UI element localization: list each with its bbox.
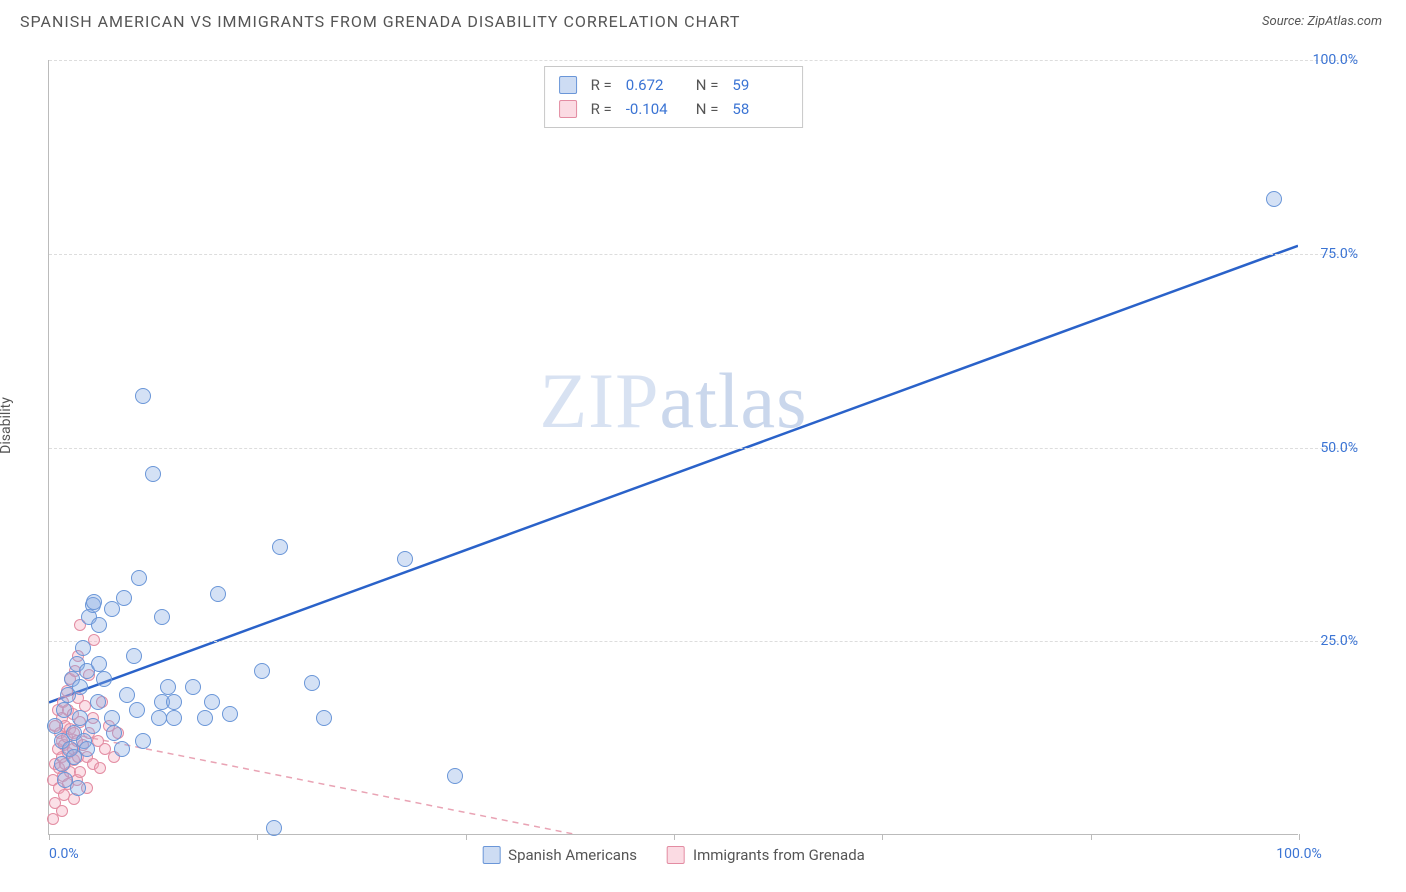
scatter-point [222,706,238,722]
scatter-point [397,551,413,567]
scatter-point [145,466,161,482]
scatter-point [1266,191,1282,207]
scatter-point [106,725,122,741]
x-tick-mark [1299,834,1300,840]
scatter-point [72,679,88,695]
scatter-point [166,694,182,710]
scatter-point [70,780,86,796]
y-tick-label: 50.0% [1320,440,1358,456]
gridline [49,448,1358,449]
source-credit: Source: ZipAtlas.com [1262,14,1382,29]
x-tick-mark [466,834,467,840]
x-tick-mark [1091,834,1092,840]
swatch-b-icon [667,846,685,864]
swatch-series-a-icon [559,76,577,94]
r-value-a: 0.672 [626,73,682,97]
scatter-point [119,687,135,703]
y-tick-label: 100.0% [1313,52,1358,68]
y-tick-label: 75.0% [1320,246,1358,262]
scatter-point [116,590,132,606]
scatter-point [131,570,147,586]
series-legend: Spanish Americans Immigrants from Grenad… [482,846,865,864]
legend-label-b: Immigrants from Grenada [693,846,865,864]
watermark-text: ZIPatlas [540,356,808,446]
n-value-a: 59 [732,73,788,97]
x-max-tick-label: 100.0% [1276,846,1321,862]
legend-item-b: Immigrants from Grenada [667,846,865,864]
chart-container: Disability ZIPatlas R = 0.672 N = 59 R =… [20,50,1390,870]
scatter-point [91,656,107,672]
scatter-point [104,710,120,726]
scatter-point [96,671,112,687]
scatter-point [75,640,91,656]
corr-row-series-a: R = 0.672 N = 59 [559,73,789,97]
scatter-point [47,718,63,734]
scatter-point [185,679,201,695]
scatter-point [56,702,72,718]
scatter-point [160,679,176,695]
gridline [49,641,1358,642]
r-value-b: -0.104 [626,97,682,121]
scatter-plot-area: ZIPatlas R = 0.672 N = 59 R = -0.104 N =… [48,60,1298,835]
scatter-point [135,388,151,404]
y-axis-label: Disability [0,397,14,454]
scatter-point [91,617,107,633]
swatch-series-b-icon [559,100,577,118]
x-tick-mark [882,834,883,840]
scatter-point [129,702,145,718]
scatter-point [56,805,68,817]
corr-row-series-b: R = -0.104 N = 58 [559,97,789,121]
trend-line [49,246,1298,703]
chart-title: SPANISH AMERICAN VS IMMIGRANTS FROM GREN… [20,12,740,31]
scatter-point [266,820,282,836]
scatter-point [79,741,95,757]
scatter-point [104,601,120,617]
scatter-point [90,694,106,710]
x-tick-mark [257,834,258,840]
gridline [49,60,1358,61]
scatter-point [304,675,320,691]
x-tick-mark [49,834,50,840]
scatter-point [197,710,213,726]
x-tick-mark [674,834,675,840]
scatter-point [94,762,106,774]
n-value-b: 58 [732,97,788,121]
scatter-point [151,710,167,726]
scatter-point [154,609,170,625]
scatter-point [254,663,270,679]
y-tick-label: 25.0% [1320,633,1358,649]
scatter-point [272,539,288,555]
scatter-point [166,710,182,726]
scatter-point [316,710,332,726]
scatter-point [85,718,101,734]
legend-label-a: Spanish Americans [508,846,637,864]
scatter-point [135,733,151,749]
scatter-point [74,766,86,778]
legend-item-a: Spanish Americans [482,846,637,864]
scatter-point [126,648,142,664]
scatter-point [447,768,463,784]
x-origin-tick-label: 0.0% [49,846,79,862]
correlation-legend: R = 0.672 N = 59 R = -0.104 N = 58 [544,66,804,128]
scatter-point [114,741,130,757]
scatter-point [210,586,226,602]
scatter-point [204,694,220,710]
swatch-a-icon [482,846,500,864]
gridline [49,254,1358,255]
scatter-point [86,594,102,610]
